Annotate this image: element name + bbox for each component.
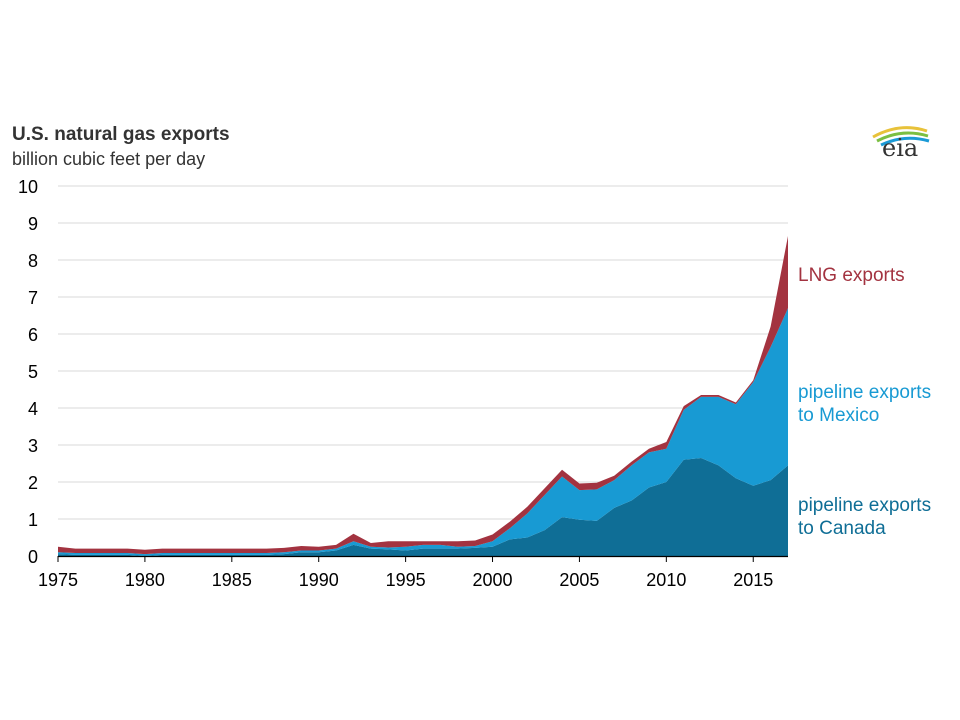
label-line: pipeline exports (798, 495, 931, 516)
y-tick-label: 5 (28, 362, 38, 382)
x-tick-label: 1980 (125, 570, 165, 590)
area-pipeline-exports-to-mexico (58, 308, 788, 556)
y-tick-label: 6 (28, 325, 38, 345)
area-pipeline-exports-to-canada (58, 457, 788, 556)
label-line: to Mexico (798, 405, 879, 426)
label-pipeline-exports-to-mexico: pipeline exports to Mexico (798, 382, 931, 426)
label-lng-exports: LNG exports (798, 265, 905, 286)
y-tick-label: 4 (28, 399, 38, 419)
y-tick-label: 0 (28, 547, 38, 567)
eia-logo: eia (872, 126, 930, 162)
label-pipeline-exports-to-canada: pipeline exports to Canada (798, 495, 931, 539)
x-tick-label: 1975 (38, 570, 78, 590)
x-tick-label: 2015 (733, 570, 773, 590)
y-tick-label: 10 (18, 177, 38, 197)
x-tick-label: 2010 (646, 570, 686, 590)
logo-arc-blue (880, 136, 930, 147)
x-tick-label: 1985 (212, 570, 252, 590)
chart-title: U.S. natural gas exports (12, 124, 230, 145)
grid-lines (58, 185, 788, 520)
x-tick-label: 2005 (559, 570, 599, 590)
y-tick-label: 1 (28, 510, 38, 530)
y-tick-label: 3 (28, 436, 38, 456)
y-tick-label: 9 (28, 214, 38, 234)
x-tick-label: 2000 (473, 570, 513, 590)
logo-arc-green (876, 131, 929, 143)
logo-arc-yellow (872, 126, 928, 139)
x-tick-label: 1995 (386, 570, 426, 590)
label-line: pipeline exports (798, 382, 931, 403)
y-tick-label: 2 (28, 473, 38, 493)
chart-subtitle: billion cubic feet per day (12, 149, 205, 169)
y-tick-label: 7 (28, 288, 38, 308)
logo-text: eia (882, 134, 918, 162)
y-axis-ticks: 0 1 2 3 4 5 6 7 8 9 10 (18, 177, 38, 567)
x-axis-ticks: 1975 1980 1985 1990 1995 2000 2005 2010 2015 (38, 556, 773, 590)
stacked-areas (58, 235, 788, 558)
x-tick-label: 1990 (299, 570, 339, 590)
label-line: to Canada (798, 518, 886, 539)
y-tick-label: 8 (28, 251, 38, 271)
label-line: LNG exports (798, 265, 905, 286)
